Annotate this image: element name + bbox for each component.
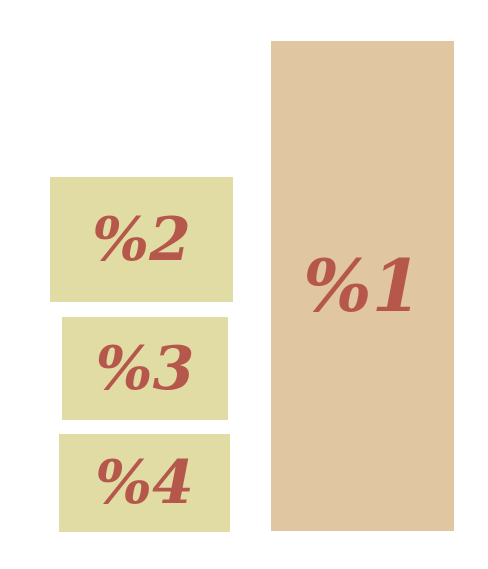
- block-2: %2: [50, 177, 233, 302]
- block-3-label: %3: [95, 333, 195, 404]
- block-2-label: %2: [92, 204, 191, 275]
- block-1-label: %1: [303, 243, 422, 328]
- block-3: %3: [62, 317, 228, 420]
- block-4-label: %4: [95, 448, 194, 518]
- block-1: %1: [271, 41, 454, 531]
- block-4: %4: [59, 434, 230, 532]
